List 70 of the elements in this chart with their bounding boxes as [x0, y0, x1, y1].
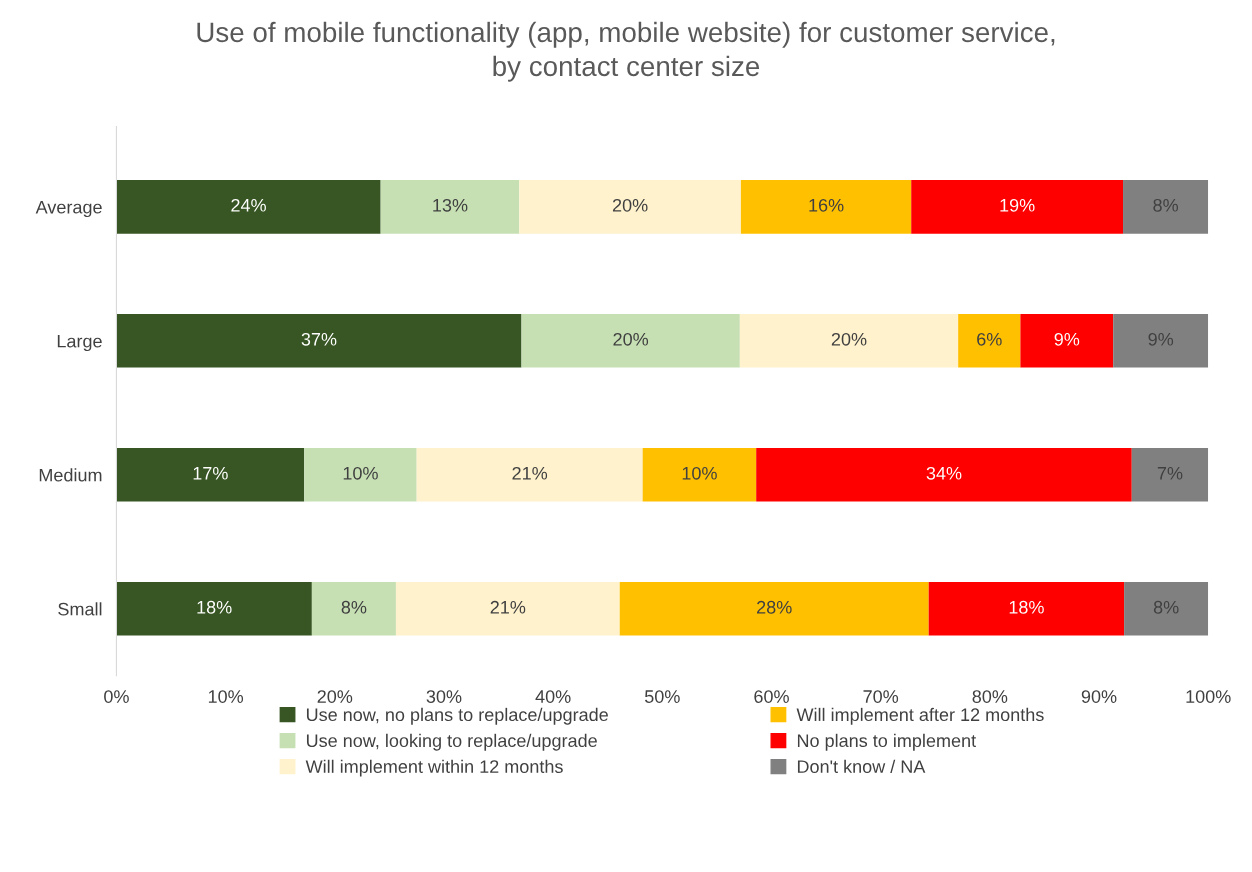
data-label: 19%: [1000, 198, 1035, 212]
legend-label: Will implement after 12 months: [796, 707, 1044, 725]
x-tick-label: 90%: [1081, 690, 1117, 703]
data-label: 13%: [433, 198, 468, 212]
data-label: 8%: [1153, 600, 1179, 614]
bar: [756, 448, 1132, 502]
x-tick-label: 40%: [535, 690, 571, 703]
y-tick-label: Large: [57, 334, 102, 352]
legend-label: No plans to implement: [797, 733, 976, 751]
bar: [304, 448, 417, 502]
data-label: 7%: [1157, 466, 1183, 480]
bar: [928, 582, 1125, 636]
x-tick-label: 30%: [426, 690, 462, 703]
data-label: 21%: [490, 600, 526, 614]
data-label: 34%: [926, 466, 962, 480]
bar: [380, 180, 520, 234]
data-label: 10%: [682, 466, 717, 480]
bar: [116, 314, 522, 368]
data-label: 18%: [1009, 600, 1044, 614]
y-tick-label: Average: [35, 200, 102, 218]
bar: [1131, 448, 1209, 502]
bar: [911, 180, 1124, 234]
x-tick-label: 10%: [208, 690, 244, 703]
bar: [1113, 314, 1209, 368]
data-label: 20%: [613, 332, 649, 346]
y-tick-label: Small: [58, 602, 102, 616]
legend-label: Use now, no plans to replace/upgrade: [306, 707, 608, 725]
x-tick-label: 0%: [104, 690, 129, 703]
data-label: 9%: [1148, 332, 1174, 346]
data-label: 37%: [301, 332, 337, 346]
data-label: 10%: [343, 466, 378, 480]
x-tick-label: 100%: [1186, 690, 1231, 703]
data-label: 9%: [1054, 332, 1080, 346]
y-tick-label: Medium: [39, 468, 102, 482]
data-label: 18%: [197, 600, 232, 614]
x-tick-label: 20%: [317, 690, 353, 703]
legend-label: Use now, looking to replace/upgrade: [306, 733, 597, 751]
data-label: 20%: [612, 198, 648, 212]
bar: [116, 448, 305, 502]
bar: [1124, 582, 1209, 636]
bar: [1123, 180, 1209, 234]
legend-label: Will implement within 12 months: [305, 759, 563, 777]
legend-label: Don't know / NA: [797, 759, 926, 774]
data-label: 28%: [757, 600, 792, 614]
data-label: 8%: [341, 600, 367, 614]
bar: [416, 448, 643, 502]
bar: [642, 448, 757, 502]
data-label: 8%: [1153, 198, 1179, 212]
x-tick-label: 60%: [754, 690, 789, 703]
data-label: 24%: [231, 198, 266, 212]
data-label: 17%: [193, 466, 228, 480]
bar: [116, 180, 381, 234]
bar: [958, 314, 1021, 368]
data-label: 21%: [512, 466, 548, 480]
bar: [395, 582, 620, 636]
bar: [116, 582, 312, 636]
bar: [619, 582, 929, 636]
bar: [1020, 314, 1114, 368]
data-label: 16%: [809, 198, 844, 212]
bar: [740, 180, 912, 234]
x-tick-label: 70%: [863, 690, 899, 703]
x-tick-label: 80%: [972, 690, 1008, 703]
data-label: 6%: [977, 332, 1002, 346]
bar: [519, 180, 741, 234]
bar: [739, 314, 959, 368]
chart-title: Use of mobile functionality (app, mobile website) for customer service, by contact center size: [197, 21, 1055, 82]
bar: [311, 582, 396, 636]
x-tick-label: 50%: [644, 690, 680, 703]
data-label: 20%: [831, 332, 867, 346]
bar: [521, 314, 740, 368]
